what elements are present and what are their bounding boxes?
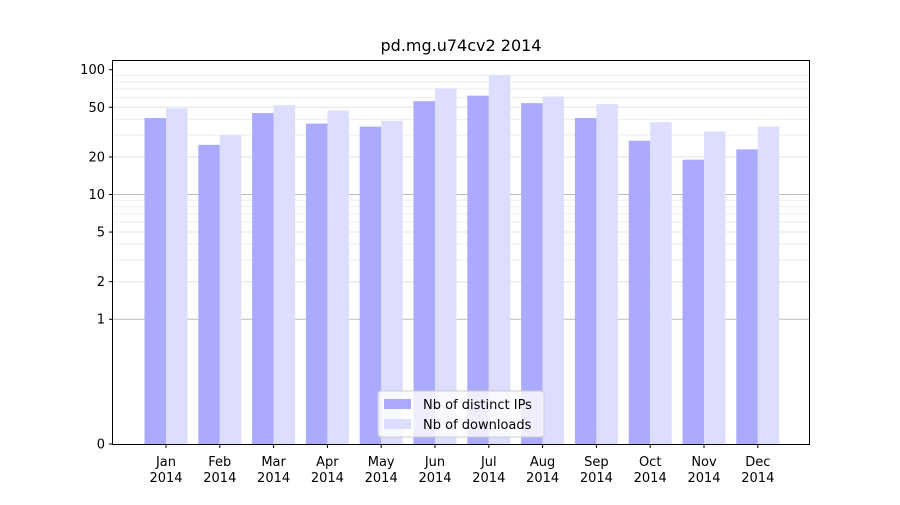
x-tick-label: Jan 2014 xyxy=(149,455,182,486)
bar-downloads xyxy=(542,96,565,445)
x-tick-month: Nov xyxy=(691,455,717,470)
x-tick-month: Mar xyxy=(261,455,286,470)
bar-distinct-ips xyxy=(467,95,489,445)
x-tick-label: Dec 2014 xyxy=(741,455,774,486)
bar-distinct-ips xyxy=(736,149,758,444)
x-tick-year: 2014 xyxy=(149,471,182,486)
y-tick-label: 10 xyxy=(88,188,105,203)
x-tick-label: May 2014 xyxy=(365,455,398,486)
bar-downloads xyxy=(381,120,403,444)
x-tick-month: Dec xyxy=(745,455,770,470)
bar-downloads xyxy=(488,74,511,445)
bar-distinct-ips xyxy=(413,101,435,444)
chart-title: pd.mg.u74cv2 2014 xyxy=(381,36,542,55)
x-tick-label: Jul 2014 xyxy=(472,455,505,486)
y-tick-label: 5 xyxy=(97,226,105,241)
x-tick-year: 2014 xyxy=(203,471,236,486)
y-tick-label: 2 xyxy=(97,275,105,290)
legend-label: Nb of downloads xyxy=(423,418,532,433)
x-tick-year: 2014 xyxy=(687,471,720,486)
x-tick-month: May xyxy=(368,455,395,470)
bar-distinct-ips xyxy=(252,112,274,444)
bar-distinct-ips xyxy=(628,140,651,444)
y-tick-label: 100 xyxy=(80,63,105,78)
x-tick-month: Jan xyxy=(155,455,176,470)
plot-frame xyxy=(112,60,810,445)
legend: Nb of distinct IPs Nb of downloads xyxy=(377,390,545,438)
bar-downloads xyxy=(704,131,726,444)
x-tick-label: Feb 2014 xyxy=(203,455,236,486)
x-tick-year: 2014 xyxy=(580,471,613,486)
bar-downloads xyxy=(327,110,349,444)
x-tick-month: Jun xyxy=(424,455,445,470)
bar-downloads xyxy=(650,122,672,444)
bar-downloads xyxy=(166,108,188,445)
x-tick-month: Aug xyxy=(530,455,555,470)
x-tick-month: Feb xyxy=(208,455,231,470)
x-tick-year: 2014 xyxy=(526,471,559,486)
y-tick-label: 1 xyxy=(97,313,105,328)
bar-downloads xyxy=(435,88,457,444)
x-tick-year: 2014 xyxy=(311,471,344,486)
x-tick-year: 2014 xyxy=(472,471,505,486)
bar-distinct-ips xyxy=(682,159,704,444)
x-tick-month: Sep xyxy=(584,455,609,470)
x-tick-month: Oct xyxy=(639,455,661,470)
bar-downloads xyxy=(596,104,618,445)
bar-downloads xyxy=(219,134,242,444)
x-tick-year: 2014 xyxy=(741,471,774,486)
x-tick-label: Oct 2014 xyxy=(634,455,667,486)
x-tick-year: 2014 xyxy=(634,471,667,486)
y-tick-label: 50 xyxy=(88,101,105,116)
x-tick-month: Apr xyxy=(316,455,339,470)
x-tick-label: Aug 2014 xyxy=(526,455,559,486)
x-tick-year: 2014 xyxy=(257,471,290,486)
bar-distinct-ips xyxy=(198,144,220,444)
legend-swatch xyxy=(384,419,411,429)
bar-layer xyxy=(144,74,780,445)
x-tick-label: Jun 2014 xyxy=(418,455,451,486)
bar-downloads xyxy=(273,105,296,445)
bar-distinct-ips xyxy=(521,103,543,445)
legend-box xyxy=(377,390,545,438)
x-tick-year: 2014 xyxy=(418,471,451,486)
x-tick-label: Nov 2014 xyxy=(687,455,720,486)
x-tick-label: Sep 2014 xyxy=(580,455,613,486)
x-tick-month: Jul xyxy=(480,455,497,470)
y-tick-label: 0 xyxy=(97,438,105,453)
x-tick-label: Apr 2014 xyxy=(311,455,344,486)
bar-distinct-ips xyxy=(359,126,382,444)
legend-swatch xyxy=(384,399,411,409)
bar-distinct-ips xyxy=(144,118,166,445)
bar-distinct-ips xyxy=(574,118,597,445)
bar-downloads xyxy=(757,126,780,444)
x-tick-label: Mar 2014 xyxy=(257,455,290,486)
y-tick-label: 20 xyxy=(88,150,105,165)
bar-distinct-ips xyxy=(305,123,328,444)
legend-label: Nb of distinct IPs xyxy=(423,398,532,413)
x-tick-year: 2014 xyxy=(365,471,398,486)
